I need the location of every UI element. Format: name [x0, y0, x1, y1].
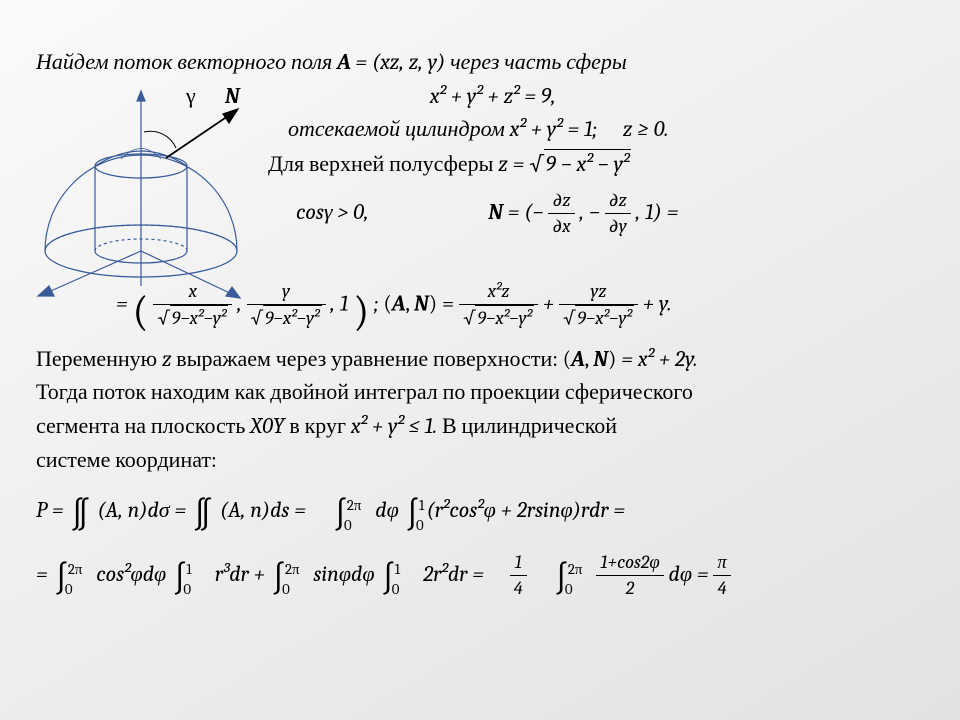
hemisphere-line: Для верхней полусферы z = √9 − x² − y² [268, 149, 928, 180]
comma-neg: , − [579, 199, 599, 225]
int-phi-3: ∫02π [272, 560, 286, 598]
integrand1: (A, n)dσ = [97, 497, 191, 523]
plus1: + [543, 291, 559, 317]
frac-x2z: x²z √9−x²−y² [459, 279, 538, 331]
int-r-2: ∫01 [173, 560, 187, 598]
double-integral-2: ∫∫ [193, 496, 205, 534]
integrand2: (A, n)ds = [220, 497, 311, 523]
sinphi: sinφdφ [313, 561, 379, 587]
z-eq-lhs: z = [498, 151, 529, 177]
N-close: , 1) = [636, 199, 679, 225]
r3dr: r³dr + [215, 561, 270, 587]
z-condition: z ≥ 0. [623, 116, 669, 142]
int-r-3: ∫01 [381, 560, 395, 598]
P-label: P = [36, 497, 68, 523]
double-integral-1: ∫∫ [70, 496, 82, 534]
int-phi-2: ∫02π [55, 560, 69, 598]
cos-gamma: cosγ > 0, [296, 199, 369, 225]
frac-y: y √9−x²−y² [247, 279, 326, 331]
calc-line2: = ∫02π cos²φdφ ∫01 r³dr + ∫02π sinφdφ ∫0… [36, 550, 928, 602]
body-line1: Переменную z выражаем через уравнение по… [36, 345, 928, 375]
cos2phi: cos²φdφ [96, 561, 171, 587]
intro-tail: через часть сферы [450, 49, 627, 75]
hemisphere-prefix: Для верхней полусферы [268, 151, 498, 177]
sphere-cylinder-diagram [26, 86, 256, 306]
two-r2: 2r²dr = [423, 561, 489, 587]
int-phi-4: ∫02π [554, 560, 568, 598]
body-line4: системе координат: [36, 446, 928, 476]
vector-A: A [337, 49, 351, 75]
integrand3: (r²cos²φ + 2rsinφ)rdr = [426, 497, 625, 523]
cylinder-prefix: отсекаемой цилиндром [288, 116, 510, 142]
int-r-1: ∫01 [406, 496, 420, 534]
problem-statement-line1: Найдем поток векторного поля A = (xz, z,… [36, 48, 928, 78]
N-open: N [488, 199, 503, 225]
sphere-equation: x² + y² + z² = 9, [430, 83, 556, 109]
sphere-equation-line: γ N x² + y² + z² = 9, [186, 82, 928, 112]
cylinder-equation: x² + y² = 1; [510, 116, 598, 142]
body-line3: сегмента на плоскость X0Y в круг x² + y²… [36, 412, 928, 442]
quarter-frac: 1 4 [510, 550, 527, 601]
dphi2: dφ = [669, 561, 714, 587]
eq-cont: = [36, 561, 53, 587]
calc-line1: P = ∫∫ (A, n)dσ = ∫∫ (A, n)ds = ∫02π dφ … [36, 493, 928, 538]
plus-y: + y. [643, 291, 672, 317]
result-frac: π 4 [713, 550, 730, 601]
int-phi-1: ∫02π [334, 496, 348, 534]
dphi1: dφ [375, 497, 403, 523]
cos2phi-frac: 1+cos2φ 2 [596, 550, 664, 601]
body-line2: Тогда поток находим как двойной интеграл… [36, 378, 928, 408]
frac-yz: yz √9−x²−y² [559, 279, 638, 331]
intro-text: Найдем поток векторного поля [36, 49, 337, 75]
dz-dy-fraction: ∂z ∂y [605, 188, 631, 239]
dz-dx-fraction: ∂z ∂x [548, 188, 574, 239]
tuple-close: , 1 [330, 291, 348, 317]
normal-vector-line: cosγ > 0, N = (− ∂z ∂x , − ∂z ∂y , 1) = [296, 188, 928, 239]
z-eq-radicand: 9 − x² − y² [544, 149, 632, 180]
A-components: = (xz, z, y) [355, 49, 450, 75]
slide: Найдем поток векторного поля A = (xz, z,… [0, 0, 960, 720]
cylinder-line: отсекаемой цилиндром x² + y² = 1; z ≥ 0. [288, 115, 928, 145]
